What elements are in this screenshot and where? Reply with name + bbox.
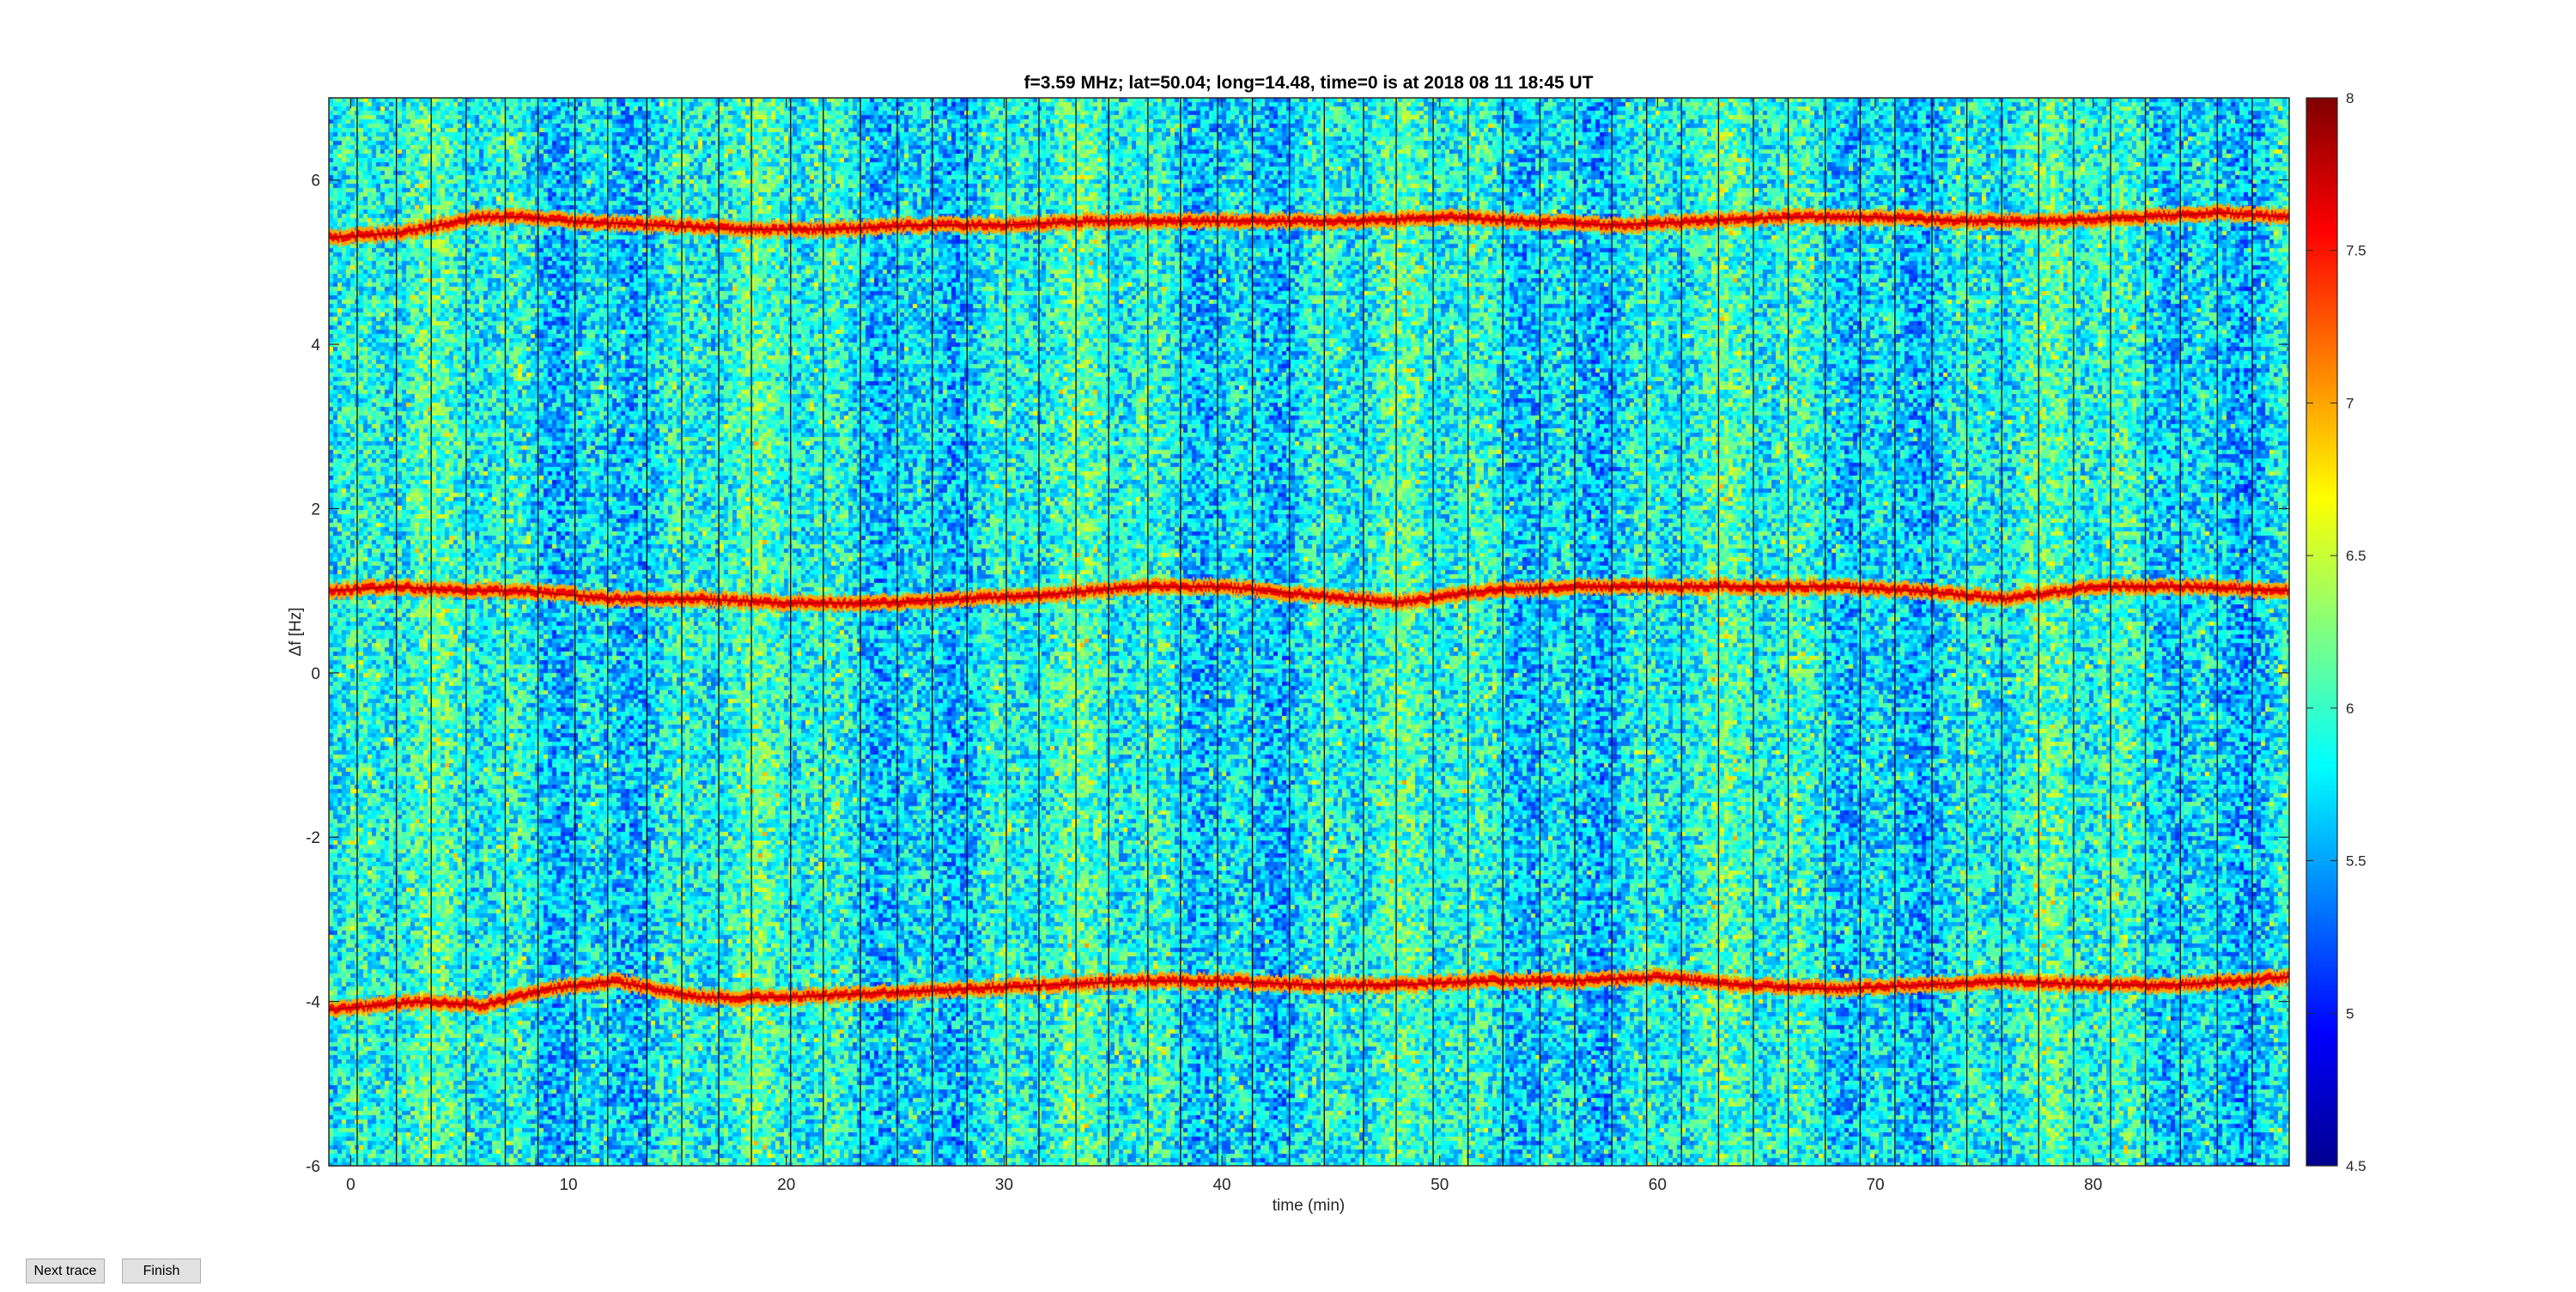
colorbar-axis: 4.5 5 5.5 6 6.5 7 7.5 8 [2306, 90, 2366, 1174]
x-tick-label: 30 [995, 1176, 1013, 1194]
x-axis: 0 10 20 30 40 50 60 70 80 [346, 98, 2102, 1194]
finish-button[interactable]: Finish [122, 1259, 201, 1283]
colorbar [2306, 97, 2338, 1167]
colorbar-tick-label: 5.5 [2346, 853, 2366, 870]
x-tick-label: 40 [1212, 1176, 1230, 1194]
x-tick-label: 10 [559, 1176, 577, 1194]
y-tick-label: 6 [311, 173, 320, 191]
plot-frame [328, 97, 2290, 1167]
x-tick-label: 60 [1649, 1176, 1667, 1194]
colorbar-tick-label: 4.5 [2346, 1158, 2366, 1174]
plot-area [329, 98, 2289, 1166]
y-tick-label: 2 [311, 500, 320, 519]
y-axis: -6 -4 -2 0 2 4 6 [306, 173, 2289, 1176]
colorbar-tick-label: 7 [2346, 395, 2354, 411]
y-tick-label: 4 [311, 337, 320, 355]
y-tick-label: -6 [306, 1158, 320, 1176]
trace-line [329, 976, 2289, 1010]
x-tick-label: 70 [1866, 1176, 1884, 1194]
y-tick-label: -4 [306, 994, 320, 1012]
trace-line [329, 585, 2289, 604]
gap-lines [356, 98, 2253, 1166]
x-axis-label: time (min) [1273, 1197, 1345, 1215]
x-tick-label: 20 [777, 1176, 795, 1194]
trace-line [329, 212, 2289, 239]
next-trace-button[interactable]: Next trace [26, 1259, 105, 1283]
x-tick-label: 0 [346, 1176, 355, 1194]
chart-title: f=3.59 MHz; lat=50.04; long=14.48, time=… [1024, 73, 1593, 93]
colorbar-tick-label: 7.5 [2346, 243, 2366, 259]
y-tick-label: 0 [311, 665, 320, 683]
y-axis-label: Δf [Hz] [287, 607, 305, 656]
colorbar-tick-label: 5 [2346, 1005, 2354, 1022]
spectrogram-heatmap [329, 98, 2289, 1166]
y-tick-label: -2 [306, 829, 320, 847]
colorbar-tick-label: 8 [2346, 90, 2354, 106]
x-tick-label: 80 [2084, 1176, 2102, 1194]
colorbar-tick-label: 6 [2346, 701, 2354, 717]
doppler-traces [329, 212, 2289, 1010]
colorbar-tick-label: 6.5 [2346, 548, 2366, 564]
x-tick-label: 50 [1431, 1176, 1449, 1194]
